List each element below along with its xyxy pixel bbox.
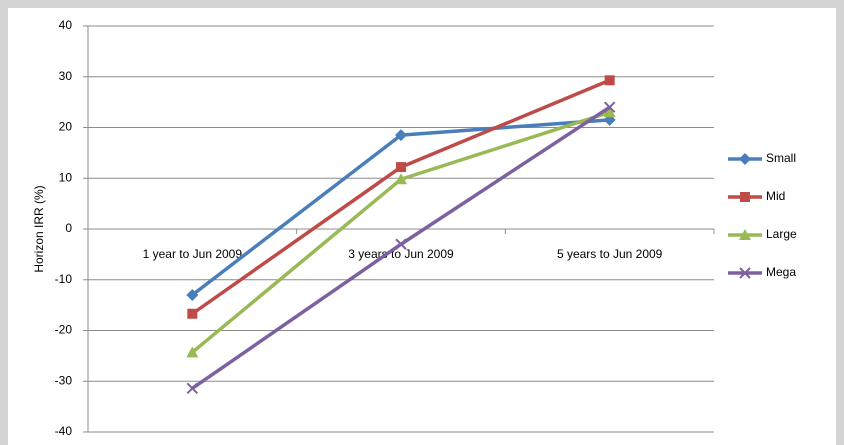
data-point bbox=[186, 382, 199, 395]
y-tick-label: 0 bbox=[65, 221, 72, 235]
data-point bbox=[395, 129, 407, 142]
legend-marker bbox=[739, 153, 751, 165]
data-point bbox=[395, 238, 407, 250]
data-point bbox=[395, 173, 407, 185]
legend-marker bbox=[740, 192, 750, 202]
x-tick-label: 5 years to Jun 2009 bbox=[557, 247, 663, 261]
data-point bbox=[187, 308, 198, 319]
legend-label: Small bbox=[766, 151, 796, 165]
y-tick-label: 10 bbox=[59, 170, 73, 184]
legend-label: Large bbox=[766, 227, 797, 241]
data-point bbox=[603, 101, 616, 113]
chart-area bbox=[8, 8, 836, 445]
y-axis-title: Horizon IRR (%) bbox=[32, 185, 46, 272]
data-point bbox=[186, 288, 199, 301]
legend-marker bbox=[739, 267, 751, 279]
x-tick-label: 3 years to Jun 2009 bbox=[348, 247, 454, 261]
data-point bbox=[396, 162, 406, 173]
legend-marker bbox=[739, 229, 751, 240]
y-tick-label: -10 bbox=[55, 272, 73, 286]
y-tick-label: 30 bbox=[59, 69, 73, 83]
y-tick-label: -40 bbox=[55, 424, 73, 438]
y-tick-label: -30 bbox=[55, 373, 73, 387]
legend-label: Mid bbox=[766, 189, 785, 203]
data-point bbox=[604, 75, 615, 86]
x-tick-label: 1 year to Jun 2009 bbox=[143, 247, 243, 261]
data-point bbox=[186, 346, 199, 358]
y-tick-label: -20 bbox=[55, 323, 73, 337]
y-tick-label: 20 bbox=[59, 120, 73, 134]
data-point bbox=[603, 106, 616, 118]
y-tick-label: 40 bbox=[59, 18, 73, 32]
legend-label: Mega bbox=[766, 265, 796, 279]
